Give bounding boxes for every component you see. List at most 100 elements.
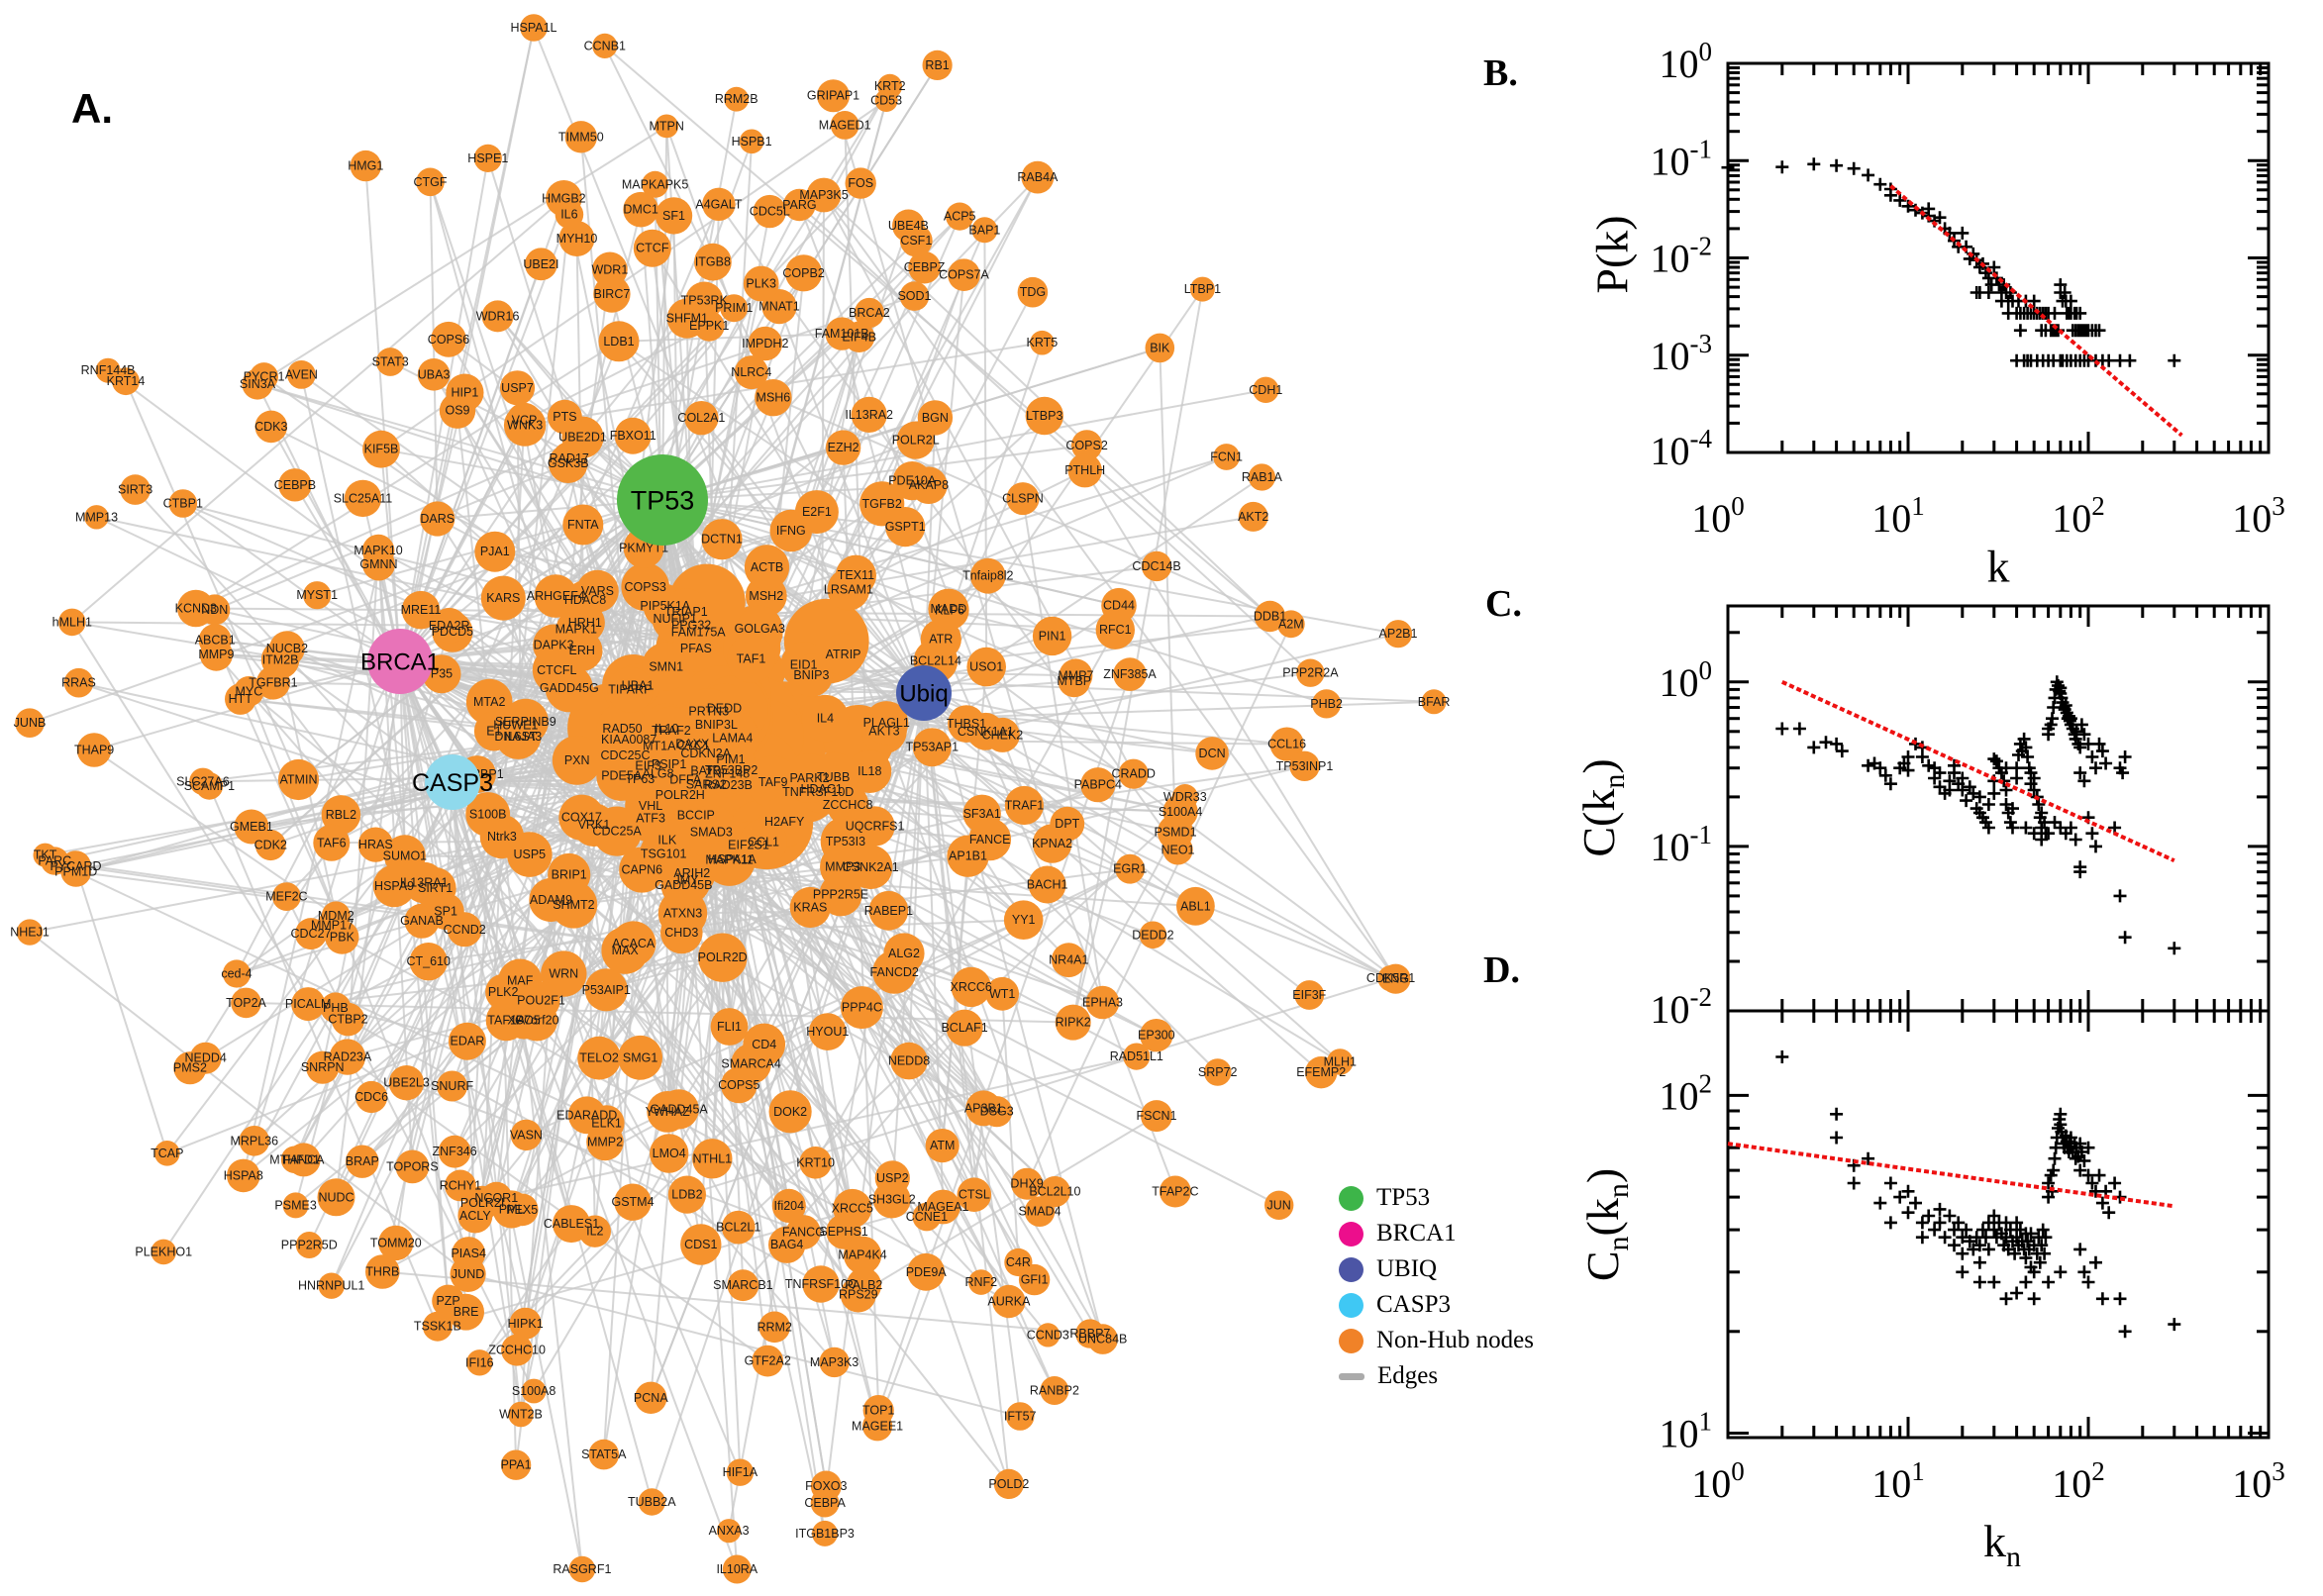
- network-node: [1238, 501, 1268, 532]
- panel-C: 100 10-1 10-2: [1651, 604, 2271, 1032]
- fit-line: [1889, 184, 2183, 438]
- y-tick-label: 101: [1660, 1406, 1713, 1455]
- network-node: [789, 886, 831, 929]
- network-edge: [1026, 623, 1292, 1185]
- network-node: [450, 1255, 486, 1292]
- network-node: [758, 1311, 790, 1344]
- network-node: [567, 1096, 606, 1135]
- network-node: [965, 1090, 1002, 1127]
- network-edge: [125, 380, 300, 780]
- network-node: [510, 1119, 543, 1151]
- network-node: [420, 501, 455, 537]
- network-node: [1294, 980, 1325, 1010]
- network-node: [509, 1307, 542, 1340]
- network-node: [1036, 1323, 1060, 1347]
- network-node: [698, 933, 748, 982]
- network-node-label: CHD3: [664, 926, 698, 940]
- network-node: [830, 111, 859, 140]
- network-node: [503, 404, 547, 447]
- network-node: [365, 1254, 400, 1289]
- network-node: [969, 557, 1006, 594]
- network-node-label: SMARCB1: [713, 1278, 772, 1292]
- network-node: [168, 489, 198, 518]
- network-node: [638, 1488, 665, 1516]
- scatter-points: [1721, 157, 2181, 367]
- network-node: [239, 1126, 270, 1156]
- network-edge: [256, 383, 454, 783]
- network-node-label: KIAA0087: [601, 733, 656, 747]
- legend-item-nonhub: Non-Hub nodes: [1339, 1323, 1534, 1358]
- network-node: [520, 14, 548, 42]
- network-node: [724, 86, 750, 112]
- network-edge: [452, 781, 476, 1217]
- network-node: [564, 121, 597, 153]
- network-node-label: SNURF: [431, 1079, 473, 1093]
- network-node: [702, 187, 736, 221]
- axis-ticks: [1726, 61, 2271, 454]
- network-node: [722, 1554, 752, 1584]
- network-node: [388, 1065, 425, 1101]
- network-node: [680, 1224, 722, 1265]
- network-node: [926, 1189, 960, 1225]
- network-node: [812, 1520, 838, 1546]
- x-tick-label: 103: [2232, 1456, 2285, 1506]
- network-node-label: MAGEE1: [852, 1419, 903, 1433]
- network-node: [1028, 865, 1066, 904]
- network-node: [827, 567, 870, 611]
- network-edge: [632, 943, 865, 1286]
- network-node-label: CABLES1: [544, 1217, 599, 1231]
- network-edge: [983, 230, 988, 667]
- network-node-label: PCNA: [634, 1391, 668, 1405]
- network-node: [892, 209, 925, 243]
- network-node-label: TOP1: [862, 1404, 894, 1418]
- network-node: [1080, 767, 1116, 803]
- network-node-label: THAP9: [74, 744, 114, 757]
- network-node: [16, 919, 44, 946]
- network-edge: [923, 692, 975, 1195]
- legend-label: BRCA1: [1376, 1220, 1457, 1247]
- network-node: [378, 1225, 414, 1261]
- network-edge: [496, 1055, 1138, 1199]
- legend-label: UBIQ: [1376, 1255, 1438, 1282]
- network-node: [577, 1036, 621, 1080]
- network-node: [255, 665, 290, 700]
- nonhub-swatch-icon: [1339, 1328, 1364, 1353]
- tick-labels: 100 10-1 10-2: [1651, 655, 1713, 1032]
- network-node: [922, 50, 953, 80]
- network-node: [768, 1226, 806, 1263]
- network-node: [1189, 276, 1215, 302]
- network-node: [344, 479, 382, 518]
- network-node-label: RBL2: [326, 808, 356, 822]
- network-edge: [452, 781, 505, 993]
- network-edge: [858, 1115, 1158, 1296]
- axis-ticks: [1726, 606, 2271, 1013]
- network-node: [647, 1091, 689, 1133]
- y-tick-label: 10-4: [1651, 424, 1713, 473]
- network-node: [254, 410, 288, 444]
- x-tick-label: 102: [2052, 1456, 2105, 1506]
- panel-b-label: B.: [1483, 52, 1518, 94]
- network-node: [618, 1035, 662, 1080]
- network-edge: [399, 660, 468, 1042]
- network-node: [448, 1022, 486, 1060]
- network-node: [710, 1008, 749, 1046]
- network-edge: [195, 436, 583, 610]
- network-node: [598, 321, 640, 362]
- network-node: [1162, 835, 1193, 865]
- network-node: [650, 1134, 689, 1173]
- network-node: [522, 981, 560, 1020]
- network-node: [286, 1143, 321, 1177]
- network-edge: [524, 952, 905, 1325]
- network-node-labels: TP53RK KIAA0087 THAP9 CDC14B DSG3 NTHL1 SNURF C…: [10, 21, 1450, 1576]
- network-node: [593, 275, 631, 313]
- network-graph: TP53RK KIAA0087 THAP9 CDC14B DSG3 NTHL1 SNURF C…: [10, 14, 1450, 1584]
- network-node: [1113, 657, 1147, 691]
- legend-item-ubiq: UBIQ: [1339, 1251, 1534, 1287]
- edge-swatch-icon: [1339, 1372, 1364, 1380]
- network-node: [1289, 750, 1320, 781]
- network-node: [282, 1192, 309, 1219]
- network-node: [785, 254, 823, 292]
- network-edge: [524, 295, 915, 427]
- network-node: [727, 635, 775, 683]
- network-node: [1051, 943, 1086, 978]
